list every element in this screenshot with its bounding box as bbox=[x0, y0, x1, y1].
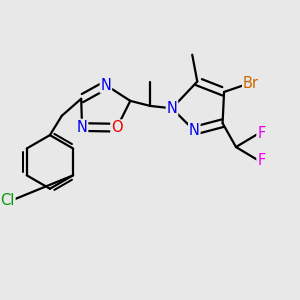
Text: Cl: Cl bbox=[1, 193, 15, 208]
Text: N: N bbox=[76, 120, 88, 135]
Text: Br: Br bbox=[243, 76, 259, 91]
Text: F: F bbox=[257, 153, 266, 168]
Text: N: N bbox=[100, 78, 111, 93]
Text: N: N bbox=[189, 123, 200, 138]
Text: N: N bbox=[167, 101, 177, 116]
Text: O: O bbox=[111, 120, 123, 135]
Text: F: F bbox=[257, 126, 266, 141]
